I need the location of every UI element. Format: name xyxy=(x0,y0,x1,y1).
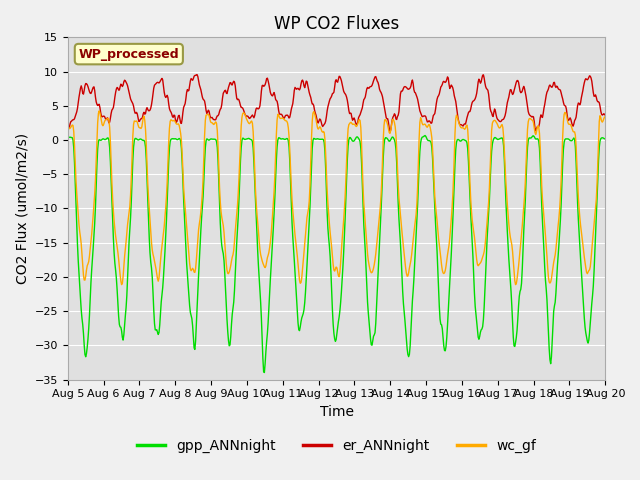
Y-axis label: CO2 Flux (umol/m2/s): CO2 Flux (umol/m2/s) xyxy=(15,133,29,284)
gpp_ANNnight xyxy=(260,370,268,375)
wc_gf xyxy=(184,241,192,247)
gpp_ANNnight xyxy=(212,137,220,143)
er_ANNnight xyxy=(419,114,427,120)
wc_gf xyxy=(512,282,520,288)
gpp_ANNnight xyxy=(602,136,609,142)
er_ANNnight xyxy=(386,129,394,134)
er_ANNnight xyxy=(193,72,201,78)
wc_gf xyxy=(419,120,426,126)
wc_gf xyxy=(95,108,103,114)
wc_gf xyxy=(74,201,81,207)
Line: er_ANNnight: er_ANNnight xyxy=(68,75,605,132)
Text: WP_processed: WP_processed xyxy=(79,48,179,60)
er_ANNnight xyxy=(403,85,411,91)
gpp_ANNnight xyxy=(74,242,81,248)
er_ANNnight xyxy=(129,101,137,107)
Line: wc_gf: wc_gf xyxy=(68,111,605,285)
wc_gf xyxy=(64,123,72,129)
wc_gf xyxy=(602,114,609,120)
Title: WP CO2 Fluxes: WP CO2 Fluxes xyxy=(274,15,399,33)
er_ANNnight xyxy=(602,112,609,118)
Legend: gpp_ANNnight, er_ANNnight, wc_gf: gpp_ANNnight, er_ANNnight, wc_gf xyxy=(131,433,541,458)
gpp_ANNnight xyxy=(419,134,426,140)
X-axis label: Time: Time xyxy=(319,405,353,419)
gpp_ANNnight xyxy=(421,132,429,138)
gpp_ANNnight xyxy=(403,337,410,343)
wc_gf xyxy=(130,121,138,127)
wc_gf xyxy=(403,271,410,276)
er_ANNnight xyxy=(64,123,72,129)
er_ANNnight xyxy=(184,87,191,93)
Line: gpp_ANNnight: gpp_ANNnight xyxy=(68,135,605,372)
gpp_ANNnight xyxy=(184,272,191,278)
er_ANNnight xyxy=(212,115,220,120)
er_ANNnight xyxy=(74,105,81,111)
gpp_ANNnight xyxy=(64,135,72,141)
wc_gf xyxy=(212,120,220,126)
gpp_ANNnight xyxy=(129,158,137,164)
